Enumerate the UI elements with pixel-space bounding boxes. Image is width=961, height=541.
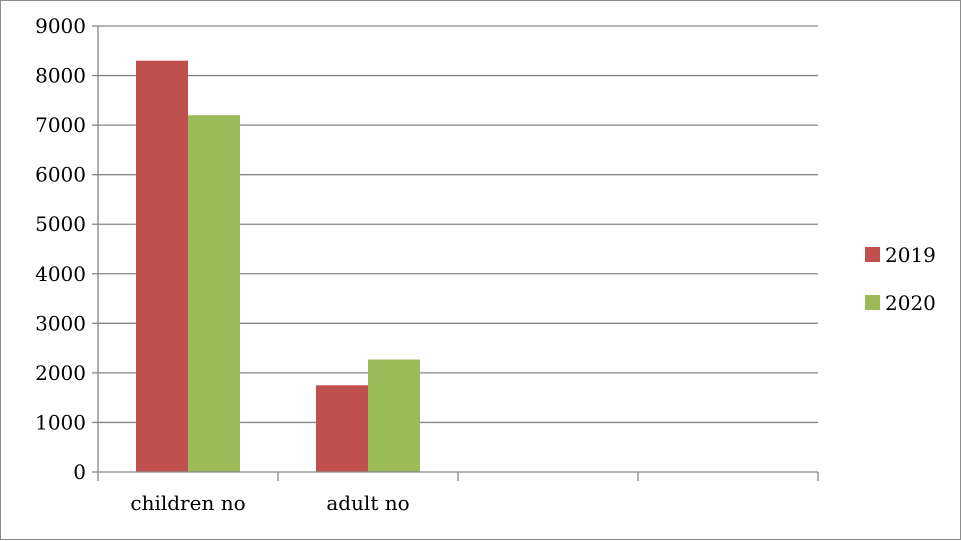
x-tick-label: children no [130,491,245,515]
legend: 2019 2020 [865,243,936,315]
x-tick-label: adult no [326,491,409,515]
y-tick-label: 4000 [35,262,86,286]
y-tick-label: 2000 [35,361,86,385]
bars [136,60,420,472]
legend-label-2020: 2020 [885,291,936,315]
legend-swatch-2020 [865,295,880,310]
y-tick-label: 7000 [35,113,86,137]
legend-swatch-2019 [865,247,880,262]
y-tick-label: 8000 [35,64,86,88]
y-tick-label: 1000 [35,410,86,434]
y-tick-label: 9000 [35,14,86,38]
bar-2019-children-no [136,60,188,472]
y-tick-label: 6000 [35,163,86,187]
y-tick-label: 0 [73,460,86,484]
y-tick-labels: 0 1000 2000 3000 4000 5000 6000 7000 8000 9000 [35,14,86,484]
y-tick-label: 3000 [35,311,86,335]
y-tick-label: 5000 [35,212,86,236]
bar-2020-children-no [188,115,240,472]
legend-label-2019: 2019 [885,243,936,267]
bar-2020-adult-no [368,359,420,472]
bar-2019-adult-no [316,385,368,472]
axes [92,25,819,481]
x-tick-labels: children no adult no [130,491,409,515]
